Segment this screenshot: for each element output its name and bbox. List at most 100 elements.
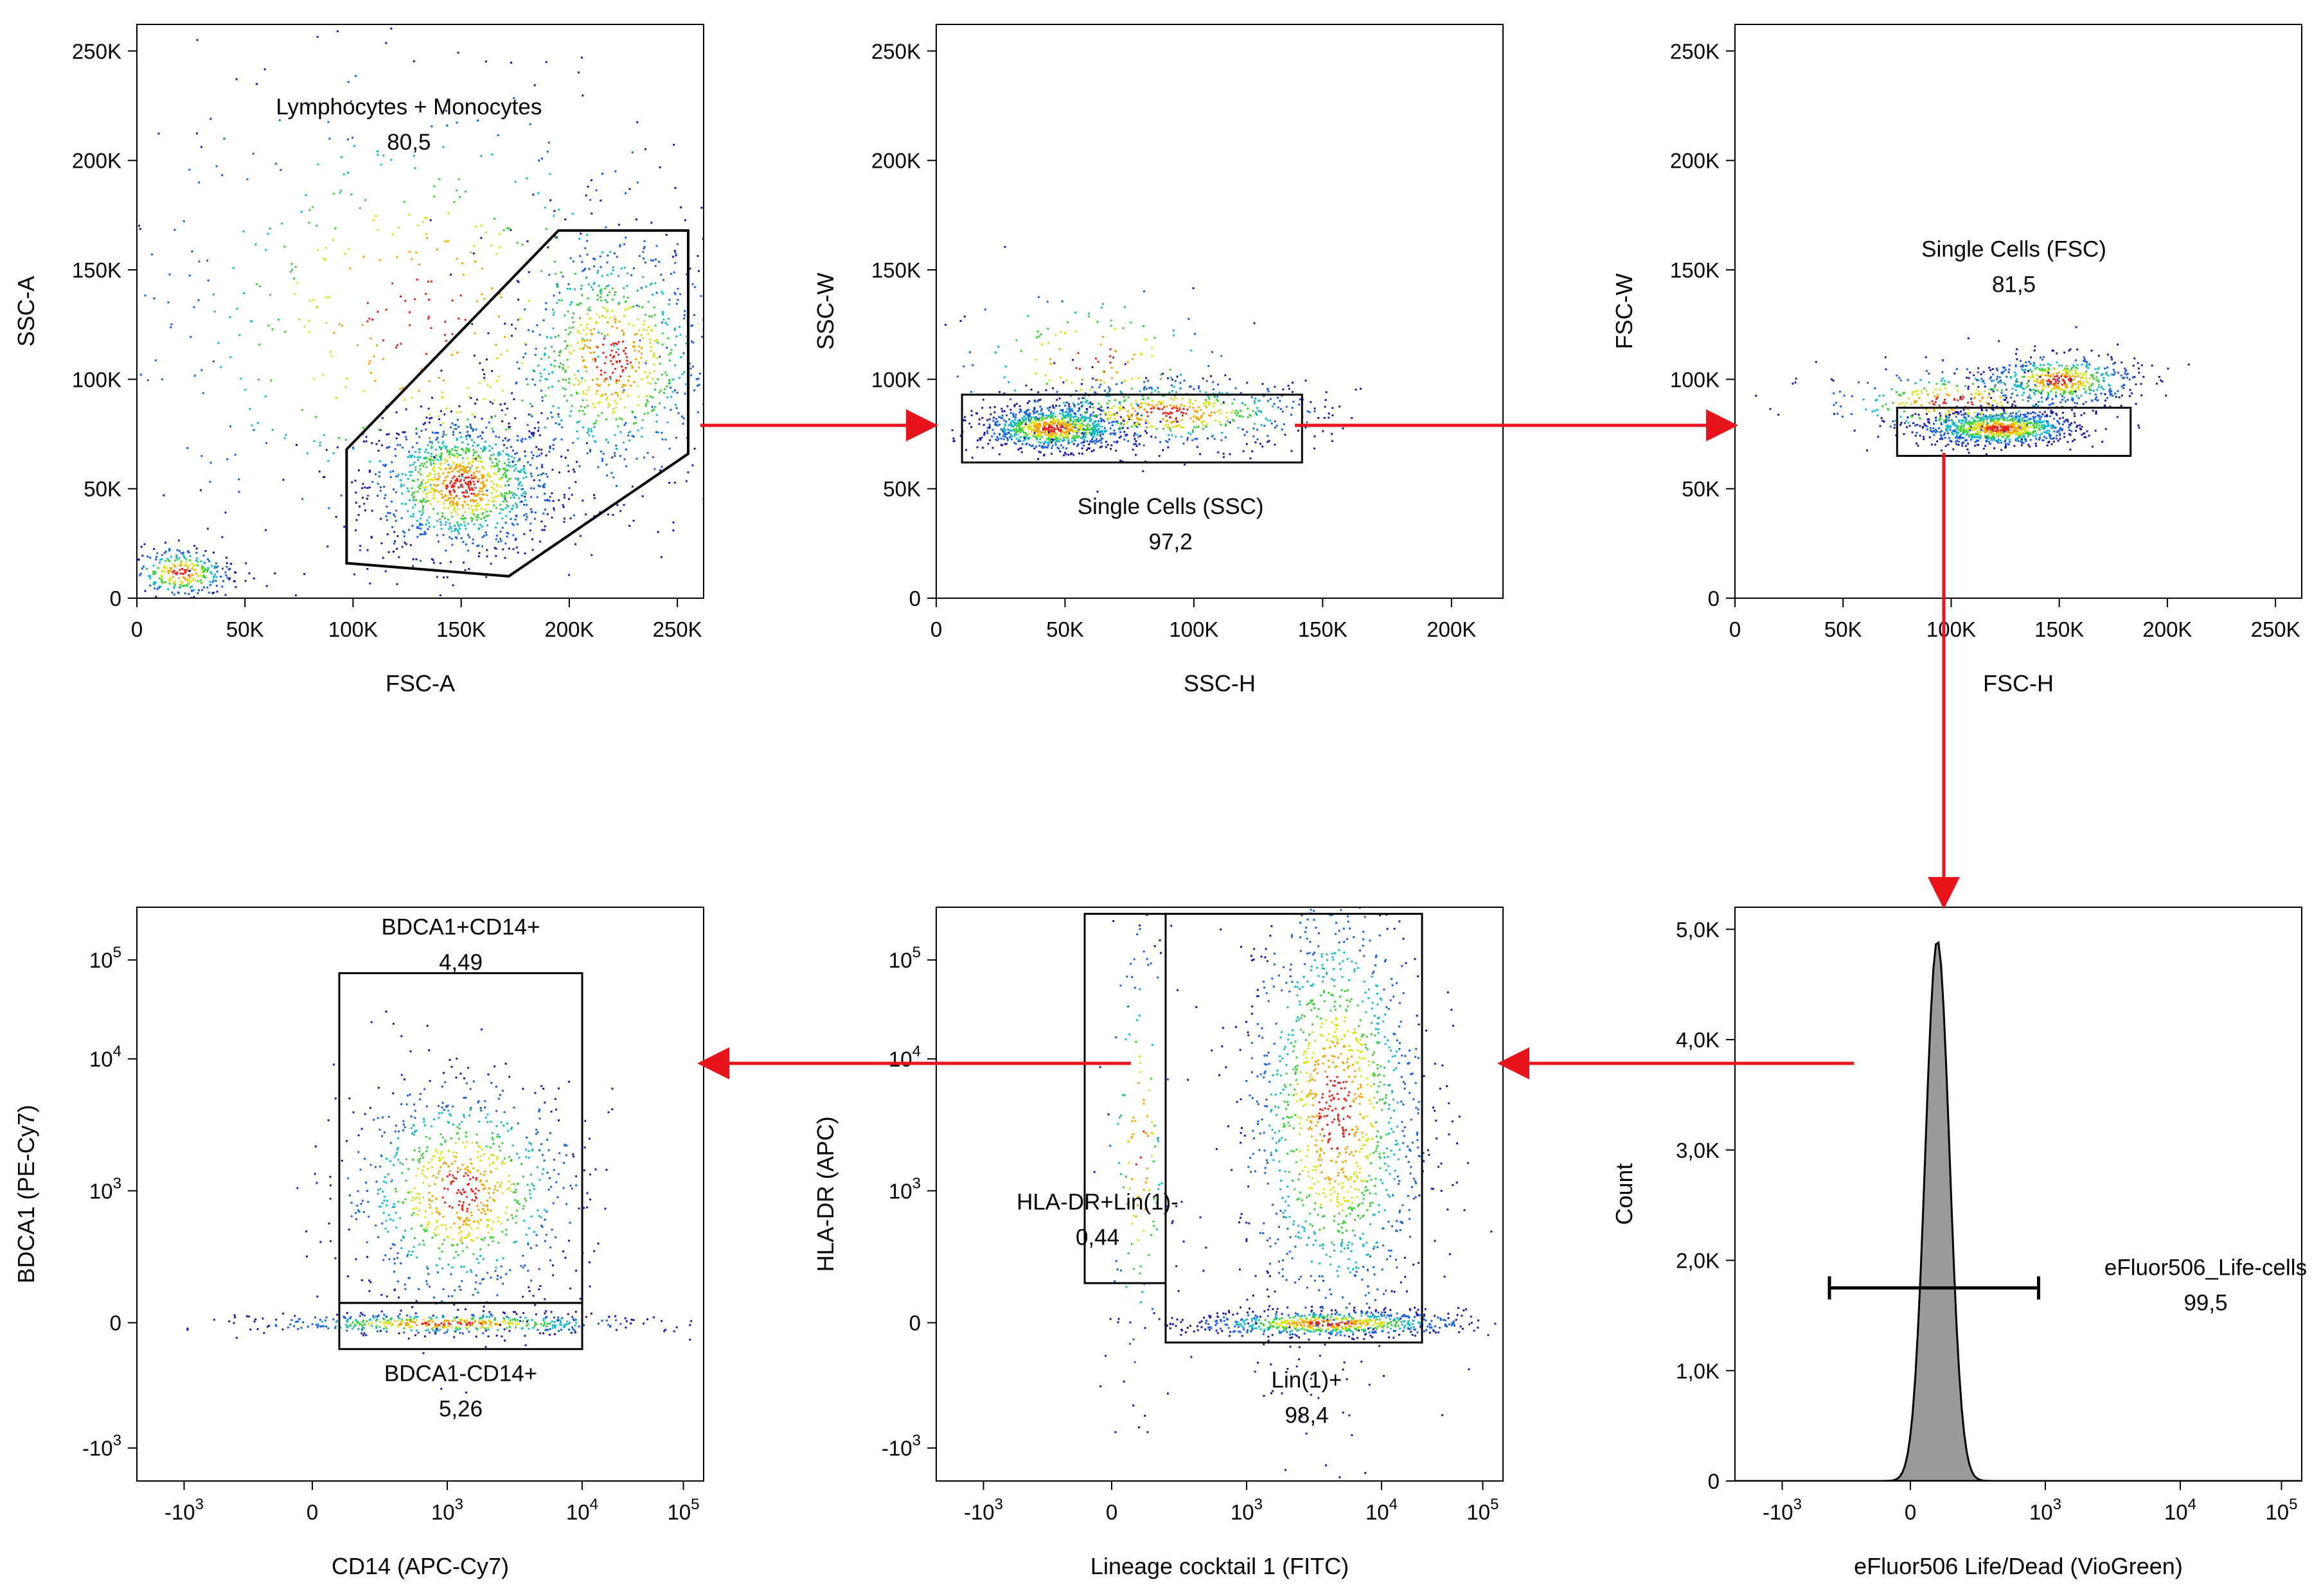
event-dot bbox=[567, 382, 570, 384]
event-dot bbox=[632, 324, 635, 327]
event-dot bbox=[1031, 444, 1034, 447]
event-dot bbox=[988, 425, 991, 428]
event-dot bbox=[997, 346, 1000, 348]
event-dot bbox=[2004, 418, 2006, 420]
event-dot bbox=[1046, 441, 1049, 444]
event-dot bbox=[1023, 432, 1025, 434]
event-dot bbox=[523, 514, 526, 517]
event-dot bbox=[524, 552, 526, 554]
event-dot bbox=[251, 320, 253, 323]
event-dot bbox=[1310, 401, 1312, 403]
event-dot bbox=[510, 229, 512, 231]
event-dot bbox=[578, 420, 580, 423]
event-dot bbox=[637, 385, 639, 387]
event-dot bbox=[464, 517, 467, 520]
event-dot bbox=[399, 387, 402, 390]
event-dot bbox=[1052, 432, 1054, 435]
event-dot bbox=[467, 457, 469, 459]
event-dot bbox=[361, 487, 364, 490]
event-dot bbox=[642, 251, 645, 253]
event-dot bbox=[663, 318, 665, 321]
event-dot bbox=[459, 484, 462, 487]
event-dot bbox=[477, 455, 480, 457]
event-dot bbox=[379, 460, 381, 463]
event-dot bbox=[469, 423, 472, 426]
event-dot bbox=[540, 412, 543, 414]
event-dot bbox=[416, 520, 418, 522]
event-dot bbox=[500, 353, 502, 356]
event-dot bbox=[1208, 398, 1211, 400]
event-dot bbox=[511, 492, 513, 494]
event-dot bbox=[152, 573, 155, 576]
event-dot bbox=[1137, 377, 1140, 379]
event-dot bbox=[1067, 421, 1069, 423]
event-dot bbox=[1987, 434, 1989, 437]
event-dot bbox=[445, 495, 447, 497]
event-dot bbox=[1038, 296, 1040, 298]
event-dot bbox=[1948, 437, 1950, 439]
event-dot bbox=[128, 594, 130, 596]
event-dot bbox=[477, 505, 480, 508]
event-dot bbox=[1050, 435, 1053, 438]
event-dot bbox=[997, 424, 999, 427]
event-dot bbox=[1233, 420, 1235, 422]
event-dot bbox=[612, 344, 615, 347]
event-dot bbox=[399, 444, 402, 447]
event-dot bbox=[149, 556, 152, 559]
event-dot bbox=[1017, 430, 1019, 432]
event-dot bbox=[447, 519, 450, 521]
event-dot bbox=[1057, 423, 1059, 425]
event-dot bbox=[441, 512, 444, 515]
event-dot bbox=[421, 524, 423, 526]
event-dot bbox=[1044, 422, 1047, 425]
event-dot bbox=[625, 192, 627, 195]
event-dot bbox=[1013, 423, 1016, 425]
event-dot bbox=[323, 258, 325, 260]
event-dot bbox=[188, 593, 190, 595]
event-dot bbox=[460, 524, 463, 526]
event-dot bbox=[481, 482, 483, 484]
event-dot bbox=[502, 508, 504, 511]
event-dot bbox=[485, 426, 488, 429]
event-dot bbox=[401, 545, 404, 548]
event-dot bbox=[1260, 411, 1263, 414]
event-dot bbox=[540, 270, 543, 272]
event-dot bbox=[538, 485, 541, 488]
event-dot bbox=[471, 512, 474, 515]
event-dot bbox=[1100, 306, 1103, 309]
event-dot bbox=[1030, 416, 1033, 418]
event-dot bbox=[440, 452, 443, 455]
event-dot bbox=[515, 328, 517, 330]
event-dot bbox=[976, 439, 979, 441]
event-dot bbox=[482, 474, 485, 477]
event-dot bbox=[2062, 412, 2064, 414]
event-dot bbox=[1076, 424, 1078, 427]
event-dot bbox=[1022, 421, 1024, 423]
event-dot bbox=[427, 407, 430, 410]
event-dot bbox=[593, 265, 596, 268]
event-dot bbox=[567, 310, 569, 313]
event-dot bbox=[116, 336, 118, 338]
event-dot bbox=[1059, 420, 1062, 423]
event-dot bbox=[1091, 403, 1094, 405]
event-dot bbox=[156, 588, 159, 590]
event-dot bbox=[1276, 425, 1278, 427]
event-dot bbox=[478, 470, 481, 473]
event-dot bbox=[519, 481, 522, 483]
event-dot bbox=[528, 329, 530, 332]
event-dot bbox=[1006, 405, 1009, 407]
event-dot bbox=[1121, 382, 1123, 384]
event-dot bbox=[533, 84, 536, 87]
event-dot bbox=[1145, 377, 1148, 379]
event-dot bbox=[1205, 391, 1207, 394]
event-dot bbox=[524, 344, 527, 346]
event-dot bbox=[433, 185, 436, 188]
event-dot bbox=[416, 456, 419, 459]
event-dot bbox=[630, 306, 632, 308]
event-dot bbox=[1027, 418, 1030, 420]
event-dot bbox=[463, 492, 465, 494]
event-dot bbox=[1981, 422, 1984, 425]
event-dot bbox=[2017, 439, 2020, 442]
event-dot bbox=[592, 351, 595, 354]
event-dot bbox=[1168, 412, 1170, 415]
